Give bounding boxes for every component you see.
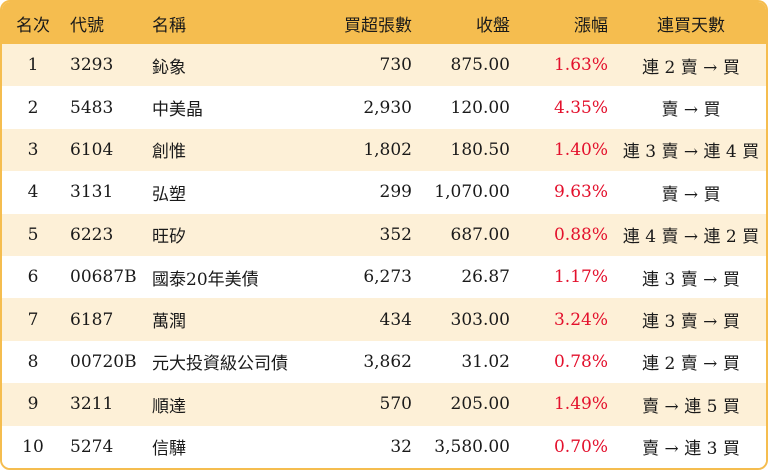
cell-net-buy: 730 xyxy=(379,55,412,76)
cell-streak: 連 4 賣 → 連 2 買 xyxy=(622,227,760,248)
cell-close: 1,070.00 xyxy=(434,182,510,203)
cell-code: 3131 xyxy=(70,182,114,203)
cell-rank: 1 xyxy=(27,55,39,76)
table-row: 6 00687B 國泰20年美債 6,273 26.87 1.17% 連 3 賣 → 買 xyxy=(2,255,766,299)
table-row: 10 5274 信驊 32 3,580.00 0.70% 賣 → 連 3 買 xyxy=(2,425,766,468)
cell-net-buy: 299 xyxy=(379,182,412,203)
cell-name: 創惟 xyxy=(152,142,186,163)
cell-name: 國泰20年美債 xyxy=(152,269,259,290)
cell-name: 鈊象 xyxy=(152,57,186,78)
cell-change: 3.24% xyxy=(553,309,608,330)
cell-close: 120.00 xyxy=(450,97,510,118)
cell-code: 6187 xyxy=(70,309,114,330)
cell-close: 687.00 xyxy=(450,224,510,245)
cell-code: 00687B xyxy=(70,267,137,288)
cell-net-buy: 32 xyxy=(390,436,412,457)
cell-streak: 賣 → 連 5 買 xyxy=(642,396,740,417)
cell-rank: 3 xyxy=(27,139,39,160)
cell-code: 6223 xyxy=(70,224,114,245)
cell-streak: 賣 → 買 xyxy=(661,184,721,205)
cell-change: 1.17% xyxy=(553,267,608,288)
cell-rank: 8 xyxy=(27,351,39,372)
table-row: 9 3211 順達 570 205.00 1.49% 賣 → 連 5 買 xyxy=(2,383,766,426)
header-code: 代號 xyxy=(70,15,104,36)
header-net-buy: 買超張數 xyxy=(344,15,412,36)
cell-rank: 6 xyxy=(27,267,39,288)
cell-streak: 連 2 賣 → 買 xyxy=(642,57,740,78)
header-change: 漲幅 xyxy=(574,15,608,36)
cell-close: 180.50 xyxy=(450,139,510,160)
cell-net-buy: 3,862 xyxy=(363,351,412,372)
cell-change: 0.88% xyxy=(553,224,608,245)
cell-name: 旺矽 xyxy=(152,227,186,248)
cell-rank: 4 xyxy=(27,182,39,203)
cell-name: 順達 xyxy=(152,396,186,417)
cell-streak: 連 2 賣 → 買 xyxy=(642,354,740,375)
header-close: 收盤 xyxy=(476,15,510,36)
cell-code: 6104 xyxy=(70,139,114,160)
table-row: 4 3131 弘塑 299 1,070.00 9.63% 賣 → 買 xyxy=(2,171,766,214)
cell-code: 5274 xyxy=(70,436,114,457)
cell-net-buy: 2,930 xyxy=(363,97,412,118)
cell-close: 875.00 xyxy=(450,55,510,76)
cell-name: 信驊 xyxy=(152,439,186,460)
table-row: 2 5483 中美晶 2,930 120.00 4.35% 賣 → 買 xyxy=(2,86,766,129)
cell-streak: 連 3 賣 → 買 xyxy=(642,312,740,333)
cell-change: 0.78% xyxy=(553,351,608,372)
cell-code: 3293 xyxy=(70,55,114,76)
header-streak: 連買天數 xyxy=(657,15,725,36)
table-row: 1 3293 鈊象 730 875.00 1.63% 連 2 賣 → 買 xyxy=(2,44,766,87)
cell-streak: 賣 → 連 3 買 xyxy=(642,439,740,460)
cell-streak: 連 3 賣 → 連 4 買 xyxy=(622,142,760,163)
header-name: 名稱 xyxy=(152,15,186,36)
cell-net-buy: 1,802 xyxy=(363,139,412,160)
cell-close: 303.00 xyxy=(450,309,510,330)
cell-change: 0.70% xyxy=(553,436,608,457)
table-row: 5 6223 旺矽 352 687.00 0.88% 連 4 賣 → 連 2 買 xyxy=(2,213,766,256)
cell-change: 1.49% xyxy=(553,394,608,415)
cell-close: 31.02 xyxy=(461,351,510,372)
table-body: 1 3293 鈊象 730 875.00 1.63% 連 2 賣 → 買 2 5483 中美晶 2,… xyxy=(2,44,766,468)
cell-name: 弘塑 xyxy=(152,184,186,205)
cell-close: 3,580.00 xyxy=(434,436,510,457)
table-row: 3 6104 創惟 1,802 180.50 1.40% 連 3 賣 → 連 4 買 xyxy=(2,128,766,172)
table-header-row: 名次 代號 名稱 買超張數 收盤 漲幅 連買天數 xyxy=(2,2,766,44)
cell-name: 中美晶 xyxy=(152,100,203,121)
cell-net-buy: 570 xyxy=(379,394,412,415)
cell-close: 205.00 xyxy=(450,394,510,415)
cell-change: 9.63% xyxy=(553,182,608,203)
cell-change: 1.40% xyxy=(553,139,608,160)
cell-rank: 10 xyxy=(22,436,44,457)
cell-rank: 9 xyxy=(27,394,39,415)
cell-streak: 賣 → 買 xyxy=(661,100,721,121)
cell-rank: 2 xyxy=(27,97,39,118)
cell-streak: 連 3 賣 → 買 xyxy=(642,269,740,290)
cell-net-buy: 6,273 xyxy=(363,267,412,288)
cell-code: 00720B xyxy=(70,351,137,372)
cell-net-buy: 352 xyxy=(379,224,412,245)
header-rank: 名次 xyxy=(16,15,50,36)
cell-change: 1.63% xyxy=(553,55,608,76)
cell-code: 3211 xyxy=(70,394,114,415)
cell-close: 26.87 xyxy=(461,267,510,288)
table-row: 7 6187 萬潤 434 303.00 3.24% 連 3 賣 → 買 xyxy=(2,298,766,341)
cell-change: 4.35% xyxy=(553,97,608,118)
table-row: 8 00720B 元大投資級公司債 3,862 31.02 0.78% 連 2 賣 → 買 xyxy=(2,340,766,384)
cell-name: 萬潤 xyxy=(152,312,186,333)
cell-net-buy: 434 xyxy=(379,309,412,330)
cell-code: 5483 xyxy=(70,97,114,118)
cell-rank: 5 xyxy=(27,224,39,245)
cell-rank: 7 xyxy=(27,309,39,330)
cell-name: 元大投資級公司債 xyxy=(152,354,288,375)
